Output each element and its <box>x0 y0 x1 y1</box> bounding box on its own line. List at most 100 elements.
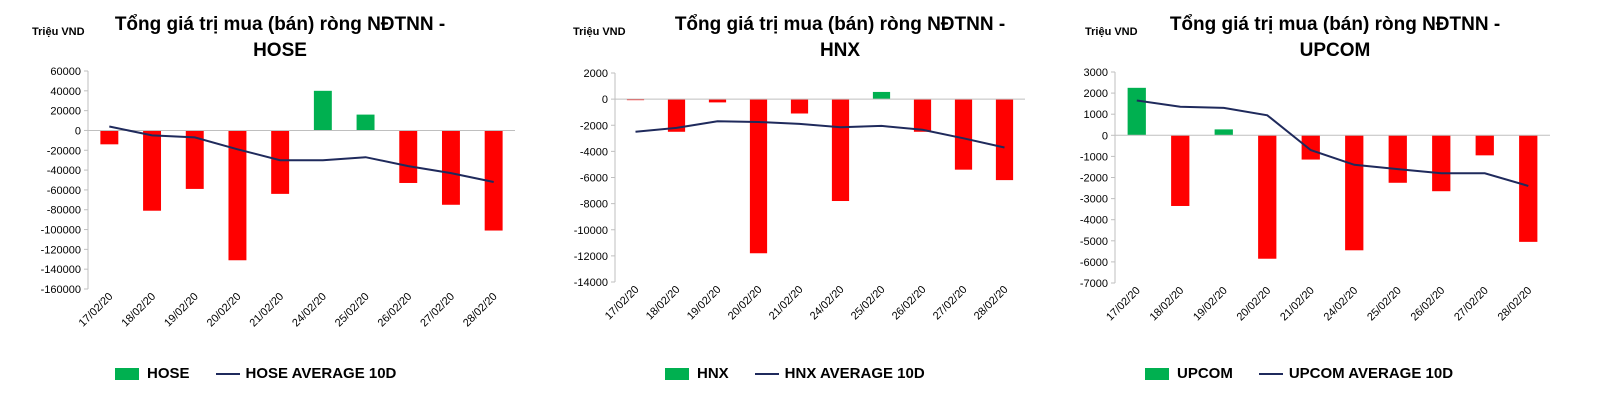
x-tick-label: 18/02/20 <box>644 284 683 323</box>
bar <box>1388 135 1407 183</box>
chart-plot-hnx: 2000 0 -2000 -4000 -6000 -8000 -10000 -12000 -14… <box>574 68 1025 323</box>
y-tick-label: 40000 <box>50 86 81 98</box>
y-tick-label: 1000 <box>1084 109 1108 121</box>
legend-bar-swatch <box>1145 367 1169 380</box>
legend: HOSE HOSE AVERAGE 10D <box>115 365 396 382</box>
x-tick-label: 17/02/20 <box>1104 285 1143 324</box>
x-tick-label: 17/02/20 <box>603 284 642 323</box>
legend-bar-swatch <box>665 367 689 380</box>
x-tick-label: 24/02/20 <box>290 291 329 330</box>
y-tick-label: -120000 <box>41 244 81 256</box>
bar <box>1519 135 1538 242</box>
x-tick-label: 20/02/20 <box>1235 285 1274 324</box>
y-tick-label: 60000 <box>50 66 81 78</box>
chart-title-line1: Tổng giá trị mua (bán) ròng NĐTNN - <box>114 14 446 35</box>
x-tick-label: 21/02/20 <box>1278 285 1317 324</box>
bar <box>1214 129 1233 136</box>
average-line <box>109 125 494 183</box>
chart-title-line2: HOSE <box>253 40 307 61</box>
bar <box>913 99 932 132</box>
average-line <box>1136 99 1529 187</box>
x-tick-label: 18/02/20 <box>119 291 158 330</box>
chart-title-line1: Tổng giá trị mua (bán) ròng NĐTNN - <box>674 14 1006 35</box>
y-tick-label: -100000 <box>41 225 81 237</box>
y-tick-label: -1000 <box>1080 151 1108 163</box>
y-tick-label: 2000 <box>1084 88 1108 100</box>
bar <box>356 114 375 131</box>
x-tick-label: 19/02/20 <box>1191 285 1230 324</box>
legend-bar-label: UPCOM <box>1177 365 1233 382</box>
x-tick-label: 26/02/20 <box>1409 285 1448 324</box>
y-tick-label: -12000 <box>574 251 608 263</box>
x-tick-label: 27/02/20 <box>418 291 457 330</box>
x-tick-label: 26/02/20 <box>890 284 929 323</box>
legend-bar-label: HOSE <box>147 365 190 382</box>
bar <box>1345 135 1364 251</box>
bar <box>667 99 686 132</box>
x-tick-label: 18/02/20 <box>1148 285 1187 324</box>
bar <box>1475 135 1494 156</box>
x-tick-label: 28/02/20 <box>972 284 1011 323</box>
y-unit-label: Triệu VND <box>32 26 85 38</box>
y-tick-label: -20000 <box>47 145 81 157</box>
bar <box>1127 87 1146 136</box>
legend-line-label: HNX AVERAGE 10D <box>784 365 925 382</box>
x-tick-label: 28/02/20 <box>461 291 500 330</box>
legend: UPCOM UPCOM AVERAGE 10D <box>1145 365 1453 382</box>
bar <box>1301 135 1320 160</box>
chart-title: Tổng giá trị mua (bán) ròng NĐTNN - UPCO… <box>1145 12 1525 64</box>
chart-panel-hose: Triệu VND Tổng giá trị mua (bán) ròng NĐ… <box>0 0 535 410</box>
y-tick-label: 20000 <box>50 106 81 118</box>
average-line <box>635 120 1005 149</box>
legend-line-swatch <box>754 372 779 375</box>
bar <box>626 99 645 101</box>
bar <box>831 99 850 202</box>
bar <box>872 91 891 100</box>
bar <box>1432 135 1451 192</box>
x-tick-label: 26/02/20 <box>376 291 415 330</box>
chart-title-line2: UPCOM <box>1299 40 1371 61</box>
chart-title-line1: Tổng giá trị mua (bán) ròng NĐTNN - <box>1169 14 1501 35</box>
x-tick-label: 24/02/20 <box>1322 285 1361 324</box>
y-tick-label: 2000 <box>584 68 608 80</box>
bar <box>708 99 727 103</box>
x-tick-label: 25/02/20 <box>333 291 372 330</box>
x-tick-label: 17/02/20 <box>77 291 116 330</box>
bar <box>143 130 162 211</box>
y-tick-label: -160000 <box>41 284 81 296</box>
y-tick-label: 0 <box>1102 130 1108 142</box>
y-tick-label: 0 <box>75 125 81 137</box>
y-unit-label: Triệu VND <box>1085 26 1138 38</box>
bar <box>185 130 204 189</box>
legend-line-swatch <box>1258 372 1283 375</box>
y-tick-label: -8000 <box>580 199 608 211</box>
bar <box>100 130 119 145</box>
y-tick-label: -60000 <box>47 185 81 197</box>
bar <box>995 99 1014 181</box>
chart-title-line2: HNX <box>819 40 861 61</box>
bar <box>313 90 332 131</box>
x-tick-label: 27/02/20 <box>1452 285 1491 324</box>
x-tick-label: 21/02/20 <box>248 291 287 330</box>
y-tick-label: -10000 <box>574 225 608 237</box>
bar <box>1258 135 1277 259</box>
bar <box>399 130 418 183</box>
y-tick-label: 3000 <box>1084 67 1108 79</box>
bar <box>484 130 503 231</box>
x-tick-label: 20/02/20 <box>205 291 244 330</box>
y-tick-label: -80000 <box>47 205 81 217</box>
y-tick-label: -4000 <box>1080 215 1108 227</box>
chart-plot-hose: 60000 40000 20000 0 -20000 -40000 -60000 -80000… <box>41 66 515 330</box>
bar <box>228 130 247 261</box>
y-tick-label: -6000 <box>580 173 608 185</box>
x-tick-label: 20/02/20 <box>726 284 765 323</box>
x-tick-label: 28/02/20 <box>1496 285 1535 324</box>
x-tick-label: 19/02/20 <box>162 291 201 330</box>
chart-plot-upcom: 3000 2000 1000 0 -1000 -2000 -3000 -4000 -5000 -6… <box>1080 67 1550 324</box>
y-tick-label: -4000 <box>580 146 608 158</box>
y-tick-label: -2000 <box>580 120 608 132</box>
y-tick-label: 0 <box>602 94 608 106</box>
y-unit-label: Triệu VND <box>573 26 626 38</box>
bar <box>441 130 460 205</box>
x-tick-label: 24/02/20 <box>808 284 847 323</box>
